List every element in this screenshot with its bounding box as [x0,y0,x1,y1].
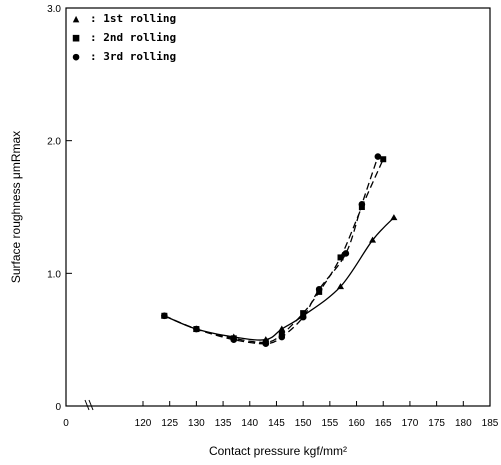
series-line [164,156,379,345]
x-tick-label: 165 [375,418,392,429]
data-point-triangle [278,325,286,332]
series-layer [160,153,398,347]
x-tick-label: 155 [322,418,339,429]
data-point-triangle [390,214,398,221]
series-line [164,158,384,344]
data-point-circle [278,333,286,341]
data-point-triangle [369,236,377,243]
x-tick-label: 135 [215,418,232,429]
data-point-circle [342,250,350,257]
data-point-circle [358,201,366,208]
axis-break-mark [84,399,90,411]
axis-break-mark [88,399,94,411]
x-tick-label: 150 [295,418,312,429]
data-point-circle [161,312,168,320]
x-tick-label: 0 [63,418,69,429]
plot-area [65,7,491,411]
y-axis: 0 1.0 2.0 3.0 [47,4,72,413]
x-tick-label: 140 [241,418,258,429]
x-axis: 0 120 125 130 135 140 145 150 155 160 165 170 175 180… [63,401,499,429]
data-point-circle [315,285,323,293]
series-line [164,217,395,341]
legend-entry: : 2nd rolling [90,31,176,44]
data-point-circle [230,336,238,343]
data-point-circle [193,325,200,333]
x-tick-label: 160 [348,418,365,429]
x-tick-label: 120 [135,418,152,429]
legend-symbol: ● [73,50,80,63]
series-1st-rolling [160,214,398,343]
data-point-circle [299,313,307,321]
legend-entry: : 3rd rolling [90,50,176,63]
y-axis-title: Surface roughness μmRmax [9,131,23,283]
x-tick-label: 145 [268,418,285,429]
x-tick-label: 125 [161,418,178,429]
series-2nd-rolling [161,156,387,346]
data-point-circle [262,340,270,347]
x-tick-label: 180 [455,418,472,429]
data-point-circle [374,153,382,160]
x-tick-label: 130 [188,418,205,429]
y-tick-label: 1.0 [47,269,61,280]
y-tick-label: 2.0 [47,137,61,148]
data-point-square [300,310,307,317]
x-tick-label: 175 [428,418,445,429]
series-3rd-rolling [161,153,382,347]
y-tick-label: 3.0 [47,4,61,15]
data-point-triangle [337,283,345,290]
data-point-square [380,156,387,163]
y-tick-label: 0 [55,402,61,413]
legend: ▲ : 1st rolling ■ : 2nd rolling ● : 3rd rolli… [73,12,176,63]
data-point-square [337,254,344,261]
plot-border [65,7,491,407]
x-axis-title: Contact pressure kgf/mm² [209,444,347,458]
legend-symbol: ▲ [73,12,80,25]
x-tick-label: 185 [482,418,499,429]
legend-entry: : 1st rolling [90,12,176,25]
x-tick-label: 170 [402,418,419,429]
legend-symbol: ■ [73,31,80,44]
